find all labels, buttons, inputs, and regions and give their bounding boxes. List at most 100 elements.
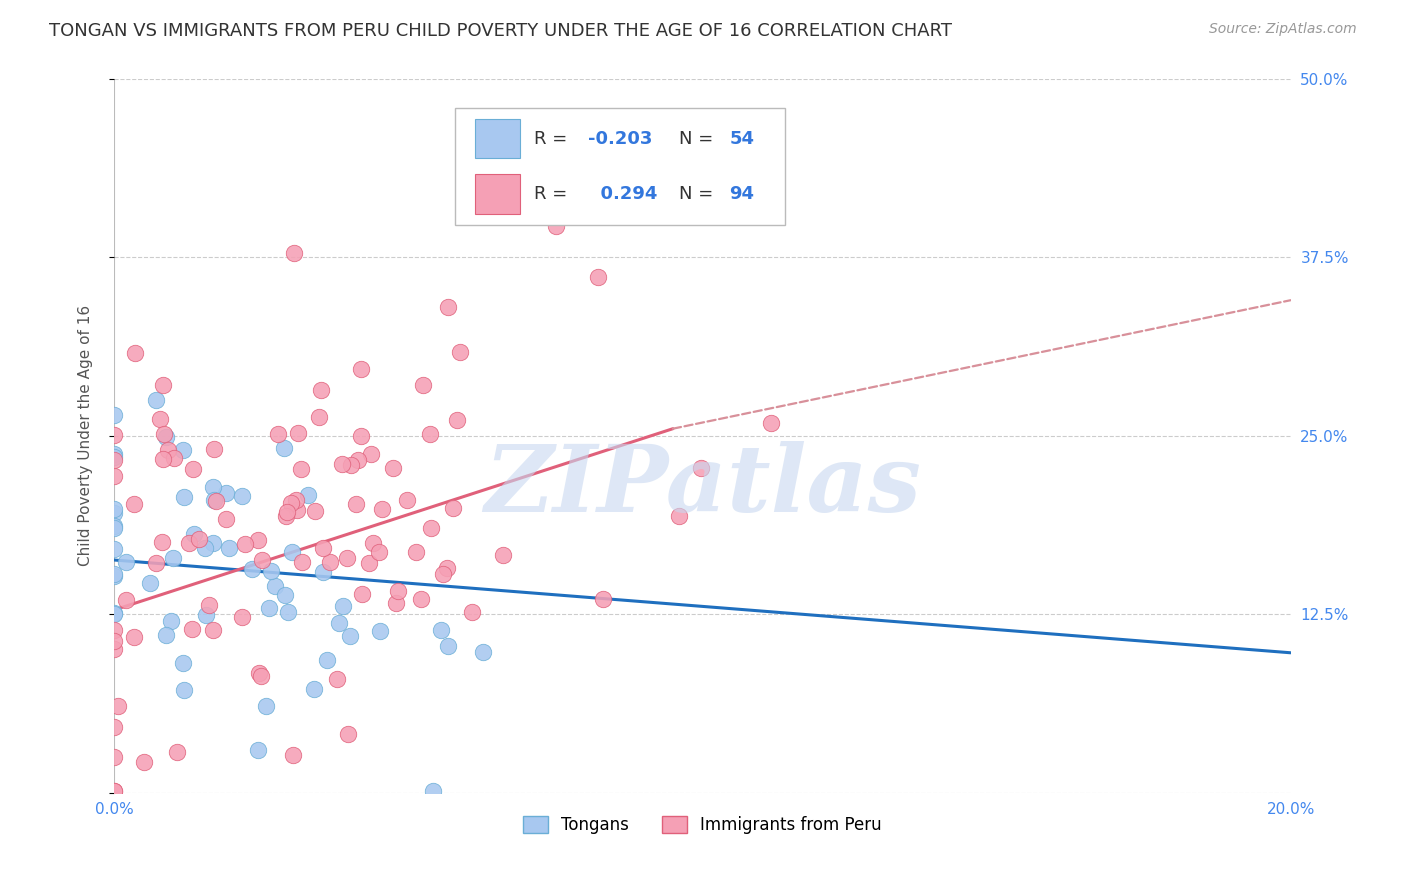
Point <box>336 727 359 741</box>
Point <box>312 565 335 579</box>
Point <box>246 743 269 757</box>
Point <box>214 485 236 500</box>
Point <box>276 505 298 519</box>
Point <box>304 503 326 517</box>
Point <box>361 535 384 549</box>
Point <box>405 545 427 559</box>
Point <box>419 427 441 442</box>
Point <box>181 622 204 636</box>
Text: -0.203: -0.203 <box>588 129 652 148</box>
Point <box>381 461 404 475</box>
Point <box>668 508 690 523</box>
Point <box>247 666 270 681</box>
Point <box>276 509 298 524</box>
Point <box>429 623 451 637</box>
Point <box>103 750 125 764</box>
Point <box>172 442 194 457</box>
Point <box>202 493 225 508</box>
Point <box>205 494 228 508</box>
Point <box>124 497 146 511</box>
Point <box>231 489 253 503</box>
Point <box>103 784 125 798</box>
FancyBboxPatch shape <box>456 108 785 226</box>
Point <box>336 551 359 566</box>
Point <box>240 562 263 576</box>
Point <box>283 747 305 762</box>
FancyBboxPatch shape <box>475 120 520 159</box>
Point <box>115 556 138 570</box>
Point <box>287 503 309 517</box>
Point <box>347 453 370 467</box>
Text: Source: ZipAtlas.com: Source: ZipAtlas.com <box>1209 22 1357 37</box>
Point <box>103 720 125 734</box>
Point <box>194 608 217 623</box>
Point <box>149 412 172 426</box>
Point <box>357 557 380 571</box>
Point <box>218 541 240 555</box>
Point <box>267 427 290 442</box>
Point <box>103 569 125 583</box>
Point <box>420 521 443 535</box>
Text: ZIPatlas: ZIPatlas <box>484 441 921 531</box>
Point <box>437 300 460 314</box>
Point <box>586 270 609 285</box>
Point <box>387 583 409 598</box>
Text: 54: 54 <box>730 129 755 148</box>
Point <box>325 673 347 687</box>
Point <box>690 460 713 475</box>
Point <box>103 634 125 648</box>
Text: R =: R = <box>534 129 574 148</box>
Point <box>103 606 125 620</box>
Point <box>368 545 391 559</box>
Text: TONGAN VS IMMIGRANTS FROM PERU CHILD POVERTY UNDER THE AGE OF 16 CORRELATION CHA: TONGAN VS IMMIGRANTS FROM PERU CHILD POV… <box>49 22 952 40</box>
Point <box>302 682 325 697</box>
Point <box>183 526 205 541</box>
Point <box>103 428 125 442</box>
Point <box>198 598 221 612</box>
Point <box>312 541 335 555</box>
Point <box>202 480 225 494</box>
Point <box>103 521 125 535</box>
Point <box>152 378 174 392</box>
Point <box>330 457 353 471</box>
Point <box>153 426 176 441</box>
Point <box>437 639 460 653</box>
Point <box>297 488 319 502</box>
Point <box>274 589 297 603</box>
Point <box>308 409 330 424</box>
Point <box>441 500 464 515</box>
Point <box>193 541 215 555</box>
Point <box>124 346 146 360</box>
Point <box>103 567 125 582</box>
Point <box>252 552 274 566</box>
FancyBboxPatch shape <box>475 175 520 214</box>
Point <box>283 245 305 260</box>
Point <box>145 393 167 408</box>
Y-axis label: Child Poverty Under the Age of 16: Child Poverty Under the Age of 16 <box>79 305 93 566</box>
Point <box>352 587 374 601</box>
Point <box>370 624 392 639</box>
Point <box>107 699 129 714</box>
Point <box>432 567 454 582</box>
Point <box>273 441 295 455</box>
Point <box>103 447 125 461</box>
Point <box>259 564 281 578</box>
Point <box>188 533 211 547</box>
Point <box>395 493 418 508</box>
Point <box>328 615 350 630</box>
Point <box>122 630 145 644</box>
Point <box>350 361 373 376</box>
Text: N =: N = <box>679 185 718 203</box>
Point <box>332 599 354 613</box>
Point <box>592 591 614 606</box>
Point <box>103 519 125 533</box>
Point <box>339 629 361 643</box>
Point <box>247 533 270 547</box>
Point <box>159 615 181 629</box>
Point <box>103 453 125 467</box>
Point <box>150 535 173 549</box>
Point <box>422 784 444 798</box>
Point <box>103 784 125 798</box>
Point <box>254 698 277 713</box>
Point <box>166 745 188 759</box>
